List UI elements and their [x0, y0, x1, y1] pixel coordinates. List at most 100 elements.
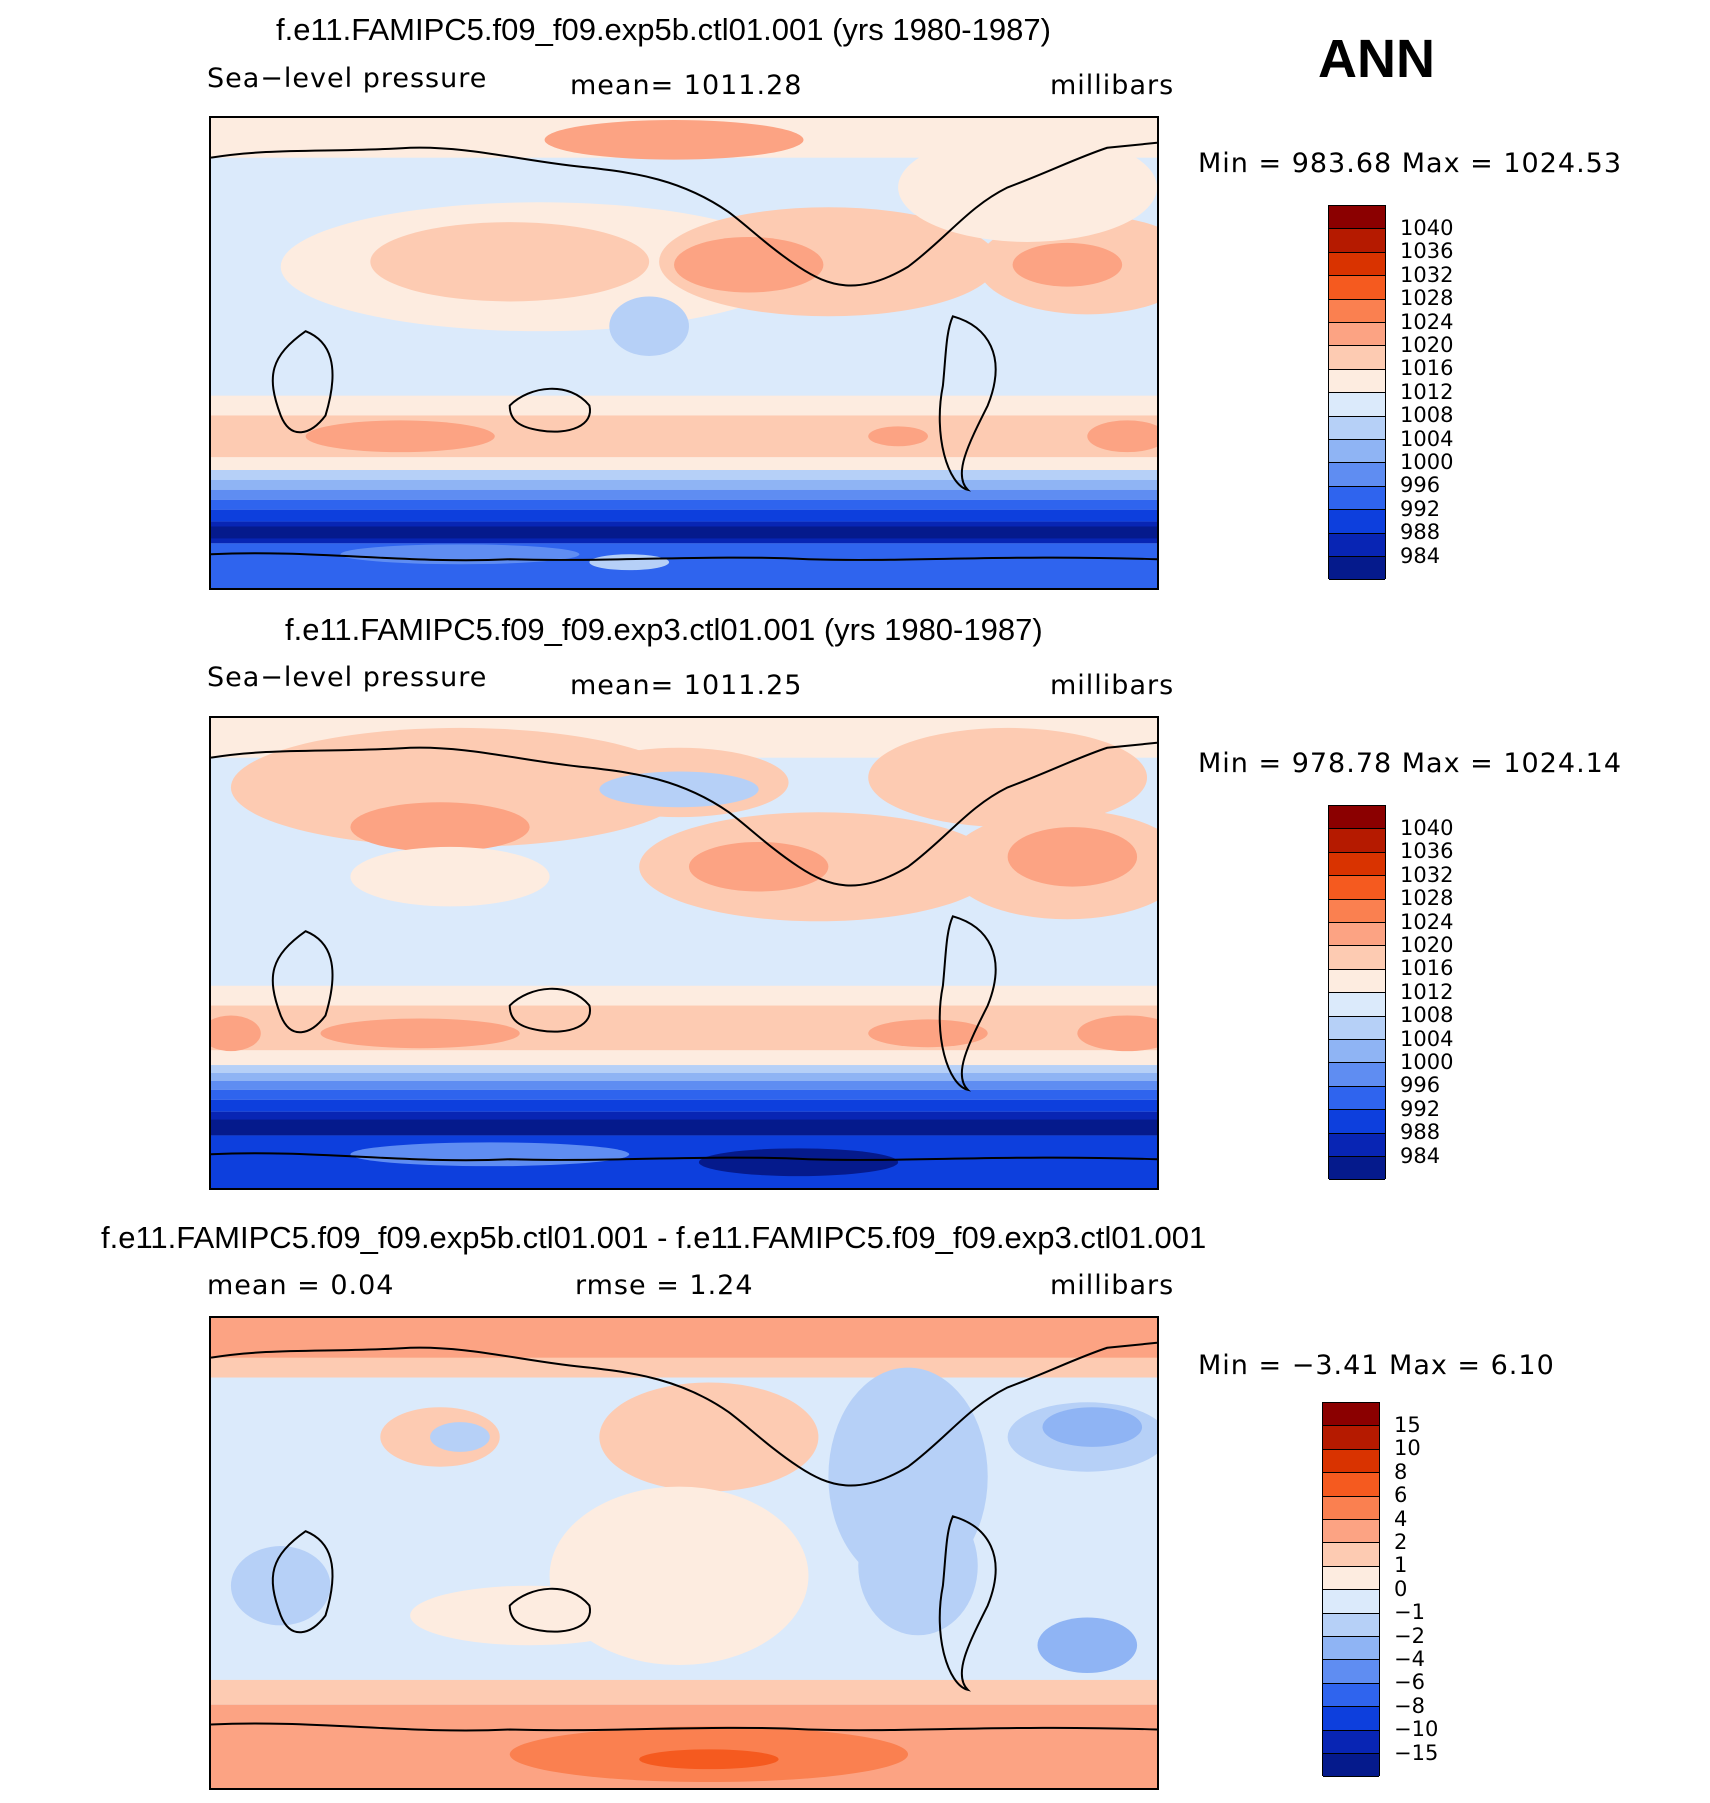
- colorbar-swatch: [1329, 557, 1385, 581]
- colorbar-swatch: [1323, 1660, 1379, 1684]
- panel-2-minmax: Min = 978.78 Max = 1024.14: [1198, 748, 1623, 779]
- colorbar-tick-label: 1024: [1400, 309, 1454, 334]
- colorbar-tick-label: −1: [1394, 1600, 1425, 1625]
- panel-3-title: f.e11.FAMIPC5.f09_f09.exp5b.ctl01.001 - …: [101, 1220, 1207, 1255]
- slp-colorbar-box: [1328, 805, 1386, 1181]
- colorbar-swatch: [1329, 1133, 1385, 1157]
- colorbar-swatch: [1329, 369, 1385, 394]
- panel-1-map: [209, 116, 1159, 590]
- colorbar-tick-label: 15: [1394, 1412, 1421, 1437]
- colorbar-swatch: [1323, 1449, 1379, 1474]
- slp-colorbar-box: [1328, 205, 1386, 581]
- panel-3-rmse: rmse = 1.24: [575, 1270, 754, 1301]
- colorbar-tick-label: 1040: [1400, 215, 1454, 240]
- colorbar-swatch: [1329, 1016, 1385, 1040]
- colorbar-swatch: [1329, 876, 1385, 900]
- colorbar-swatch: [1329, 276, 1385, 300]
- colorbar-tick-label: 1028: [1400, 886, 1454, 911]
- colorbar-swatch: [1329, 1110, 1385, 1134]
- colorbar-swatch: [1329, 393, 1385, 417]
- panel-2-map-svg: [211, 718, 1157, 1188]
- colorbar-tick-label: 1008: [1400, 1003, 1454, 1028]
- colorbar-tick-label: 1012: [1400, 379, 1454, 404]
- colorbar-swatch: [1323, 1683, 1379, 1708]
- colorbar-swatch: [1329, 993, 1385, 1017]
- colorbar-swatch: [1323, 1637, 1379, 1661]
- colorbar-tick-label: 10: [1394, 1436, 1421, 1461]
- panel-3-mean: mean = 0.04: [207, 1270, 395, 1301]
- colorbar-tick-label: 1032: [1400, 862, 1454, 887]
- colorbar-tick-label: 8: [1394, 1459, 1408, 1484]
- colorbar-tick-label: 996: [1400, 473, 1441, 498]
- panel-2-title: f.e11.FAMIPC5.f09_f09.exp3.ctl01.001 (yr…: [285, 612, 1043, 647]
- colorbar-tick-label: 1: [1394, 1553, 1408, 1578]
- colorbar-swatch: [1329, 806, 1385, 830]
- colorbar-swatch: [1329, 229, 1385, 253]
- colorbar-tick-label: 984: [1400, 543, 1441, 568]
- colorbar-tick-label: 1000: [1400, 449, 1454, 474]
- colorbar-tick-label: 1028: [1400, 286, 1454, 311]
- colorbar-tick-label: 992: [1400, 496, 1441, 521]
- colorbar-tick-label: 1032: [1400, 262, 1454, 287]
- colorbar-swatch: [1323, 1590, 1379, 1614]
- colorbar-swatch: [1323, 1754, 1379, 1778]
- panel-1-mean: mean= 1011.28: [570, 70, 803, 101]
- colorbar-tick-label: 1008: [1400, 403, 1454, 428]
- colorbar-swatch: [1329, 463, 1385, 487]
- colorbar-tick-label: 1036: [1400, 239, 1454, 264]
- colorbar-tick-label: −15: [1394, 1740, 1439, 1765]
- colorbar-swatch: [1329, 252, 1385, 277]
- colorbar-swatch: [1329, 440, 1385, 464]
- colorbar-swatch: [1329, 486, 1385, 511]
- colorbar-tick-label: −2: [1394, 1623, 1425, 1648]
- colorbar-swatch: [1329, 923, 1385, 947]
- colorbar-tick-label: 1016: [1400, 356, 1454, 381]
- colorbar-swatch: [1323, 1730, 1379, 1754]
- panel-1-map-svg: [211, 118, 1157, 588]
- colorbar-swatch: [1329, 323, 1385, 347]
- colorbar-swatch: [1329, 533, 1385, 557]
- colorbar-tick-label: 1040: [1400, 815, 1454, 840]
- colorbar-swatch: [1329, 852, 1385, 877]
- colorbar-swatch: [1329, 510, 1385, 534]
- colorbar-tick-label: −8: [1394, 1693, 1425, 1718]
- colorbar-swatch: [1329, 299, 1385, 323]
- colorbar-swatch: [1329, 1063, 1385, 1087]
- panel-3-units: millibars: [1050, 1270, 1175, 1301]
- colorbar-swatch: [1323, 1613, 1379, 1637]
- colorbar-swatch: [1329, 346, 1385, 370]
- panel-2-variable: Sea−level pressure: [207, 662, 488, 693]
- colorbar-tick-label: 1004: [1400, 1026, 1454, 1051]
- panel-3-minmax: Min = −3.41 Max = 6.10: [1198, 1350, 1555, 1381]
- colorbar-swatch: [1323, 1496, 1379, 1520]
- diff-colorbar-box: [1322, 1402, 1380, 1778]
- panel-1-minmax: Min = 983.68 Max = 1024.53: [1198, 148, 1623, 179]
- colorbar-tick-label: 988: [1400, 520, 1441, 545]
- colorbar-swatch: [1323, 1473, 1379, 1497]
- colorbar-tick-label: 1016: [1400, 956, 1454, 981]
- colorbar-tick-label: 1004: [1400, 426, 1454, 451]
- colorbar-tick-label: 1000: [1400, 1049, 1454, 1074]
- colorbar-tick-label: 4: [1394, 1506, 1408, 1531]
- panel-1-title: f.e11.FAMIPC5.f09_f09.exp5b.ctl01.001 (y…: [276, 12, 1051, 47]
- colorbar-swatch: [1329, 1086, 1385, 1111]
- colorbar-tick-label: 1020: [1400, 932, 1454, 957]
- colorbar-tick-label: 1024: [1400, 909, 1454, 934]
- colorbar-swatch: [1329, 206, 1385, 230]
- season-label: ANN: [1318, 29, 1435, 89]
- colorbar-tick-label: 6: [1394, 1483, 1408, 1508]
- colorbar-swatch: [1329, 1040, 1385, 1064]
- colorbar-tick-label: 992: [1400, 1096, 1441, 1121]
- colorbar-swatch: [1329, 416, 1385, 440]
- colorbar-swatch: [1329, 969, 1385, 994]
- colorbar-tick-label: 0: [1394, 1576, 1408, 1601]
- colorbar-tick-label: 996: [1400, 1073, 1441, 1098]
- colorbar-tick-label: 1020: [1400, 332, 1454, 357]
- colorbar-swatch: [1323, 1426, 1379, 1450]
- colorbar-swatch: [1323, 1566, 1379, 1591]
- colorbar-swatch: [1329, 829, 1385, 853]
- colorbar-tick-label: 984: [1400, 1143, 1441, 1168]
- colorbar-tick-label: 1036: [1400, 839, 1454, 864]
- colorbar-tick-label: −10: [1394, 1717, 1439, 1742]
- colorbar-swatch: [1323, 1707, 1379, 1731]
